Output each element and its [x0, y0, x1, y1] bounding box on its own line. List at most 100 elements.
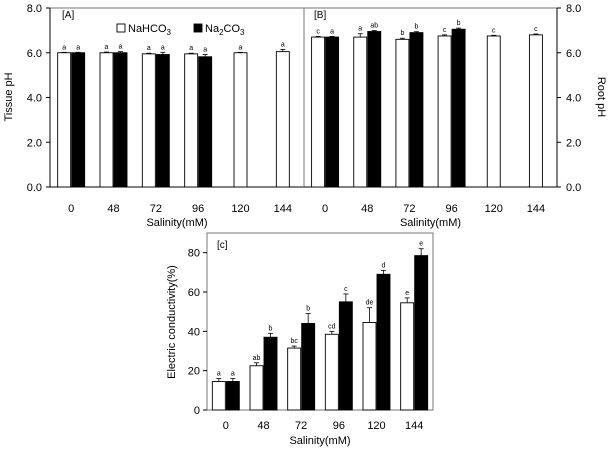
significance-letter: b — [457, 20, 461, 27]
y-axis-label: Root pH — [595, 77, 607, 117]
significance-letter: a — [330, 28, 334, 35]
y-tick-label: 0.0 — [566, 182, 581, 194]
x-tick-label: 96 — [333, 420, 345, 432]
y-tick-label: 0 — [194, 405, 200, 417]
bar — [184, 53, 199, 188]
y-tick-label: 4.0 — [566, 93, 581, 105]
x-axis-label: Salinity(mM) — [289, 435, 350, 447]
legend: NaHCO3 Na2CO3 — [116, 23, 245, 37]
legend-label-na2co3: Na2CO3 — [205, 23, 245, 37]
significance-letter: bc — [290, 338, 298, 345]
significance-letter: cd — [328, 323, 336, 330]
bar — [311, 36, 326, 188]
x-tick-label: 144 — [527, 203, 545, 215]
y-tick-label: 40 — [188, 326, 200, 338]
x-tick-label: 144 — [405, 420, 423, 432]
x-tick-label: 72 — [295, 420, 307, 432]
y-tick-label: 80 — [188, 248, 200, 260]
significance-letter: de — [366, 300, 374, 307]
legend-label-subscript: 2 — [219, 28, 224, 37]
significance-letter: a — [161, 44, 165, 51]
x-tick-label: 72 — [150, 203, 162, 215]
bar — [155, 54, 170, 188]
x-tick-label: 0 — [322, 203, 328, 215]
panel-c-electric-conductivity: 0 20 40 60 80 Electric conductivity(%) Salinit… — [166, 232, 434, 447]
significance-letter: b — [400, 30, 404, 37]
x-tick-label: 144 — [274, 203, 292, 215]
bar — [263, 336, 278, 411]
x-tick-label: 48 — [257, 420, 269, 432]
bar — [409, 32, 424, 188]
y-tick-label: 0.0 — [27, 182, 42, 194]
bar — [528, 34, 543, 188]
bar — [325, 36, 340, 188]
y-axis-label: Tissue pH — [3, 72, 15, 121]
significance-letter: d — [382, 262, 386, 269]
bar — [57, 52, 72, 188]
significance-letter: b — [306, 306, 310, 313]
significance-letter: a — [281, 41, 285, 48]
plot-frame — [206, 232, 434, 411]
significance-letter: c — [316, 28, 320, 35]
bar — [301, 323, 316, 411]
significance-letter: a — [231, 371, 235, 378]
significance-letter: a — [147, 45, 151, 52]
significance-letter: ab — [253, 355, 261, 362]
y-tick-label: 8.0 — [566, 3, 581, 15]
y-tick-label: 6.0 — [566, 48, 581, 60]
bar — [486, 35, 501, 188]
bar — [353, 36, 368, 188]
bar — [99, 52, 114, 188]
y-axis-label: Electric conductivity(%) — [166, 265, 178, 379]
panel-label: [c] — [217, 240, 228, 251]
bar — [141, 53, 156, 188]
significance-letter: c — [534, 26, 538, 33]
bar — [395, 38, 410, 188]
bar — [198, 56, 213, 188]
legend-label-part: Na — [205, 23, 220, 35]
y-tick-label: 4.0 — [27, 93, 42, 105]
significance-letter: ab — [370, 23, 378, 30]
bar — [400, 302, 415, 411]
x-tick-label: 120 — [367, 420, 385, 432]
bar — [249, 365, 264, 411]
x-tick-label: 120 — [485, 203, 503, 215]
bar — [376, 273, 391, 411]
x-tick-label: 48 — [361, 203, 373, 215]
y-tick-label: 20 — [188, 366, 200, 378]
panel-label: [A] — [62, 10, 74, 21]
x-tick-label: 72 — [403, 203, 415, 215]
significance-letter: a — [239, 44, 243, 51]
significance-letter: b — [269, 325, 273, 332]
significance-letter: a — [217, 371, 221, 378]
legend-label-subscript: 3 — [167, 28, 172, 37]
legend-swatch-nahco3 — [116, 23, 126, 33]
bar — [225, 381, 240, 411]
significance-letter: c — [492, 27, 496, 34]
x-tick-label: 96 — [192, 203, 204, 215]
significance-letter: a — [358, 26, 362, 33]
significance-letter: a — [203, 47, 207, 54]
bar — [324, 333, 339, 411]
bar — [414, 255, 429, 411]
bar — [211, 381, 226, 411]
y-tick-label: 6.0 — [27, 48, 42, 60]
bar — [437, 35, 452, 188]
bar — [287, 347, 302, 411]
bar — [338, 301, 353, 411]
x-tick-label: 48 — [107, 203, 119, 215]
bar — [367, 31, 382, 188]
bar — [275, 51, 290, 188]
x-tick-label: 0 — [223, 420, 229, 432]
bar — [233, 52, 248, 188]
significance-letter: a — [62, 44, 66, 51]
bar — [451, 28, 466, 188]
significance-letter: e — [405, 290, 409, 297]
significance-letter: e — [419, 241, 423, 248]
y-tick-label: 2.0 — [27, 137, 42, 149]
y-tick-label: 60 — [188, 287, 200, 299]
significance-letter: a — [189, 45, 193, 52]
significance-letter: c — [344, 286, 348, 293]
panel-label: [B] — [314, 10, 326, 21]
